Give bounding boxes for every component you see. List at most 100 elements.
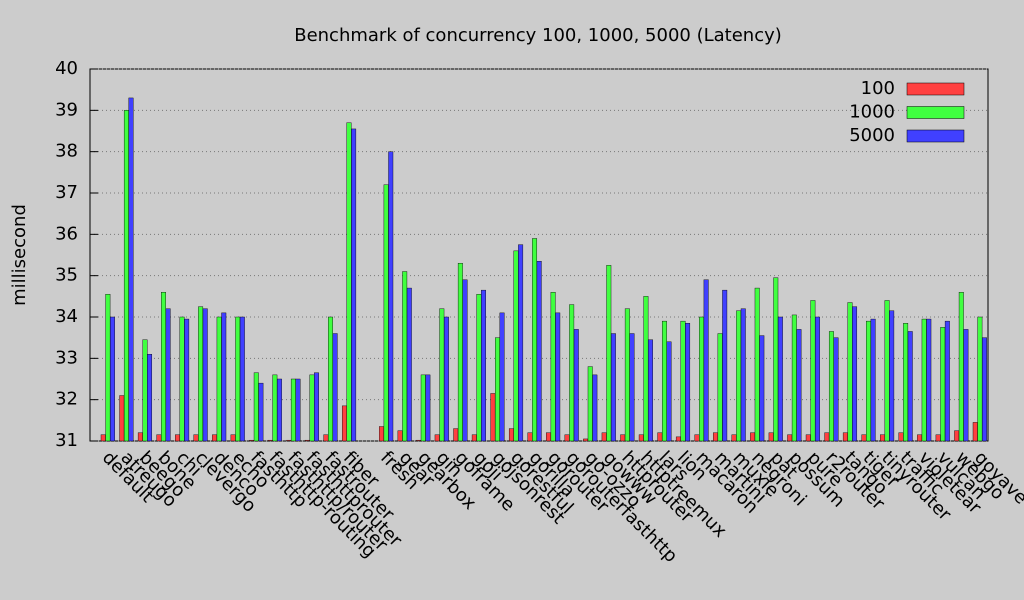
bar <box>810 300 816 442</box>
bar <box>805 434 811 442</box>
bar <box>212 434 218 442</box>
bar <box>555 312 561 442</box>
bar <box>685 323 691 442</box>
bar <box>462 279 468 442</box>
bar <box>420 374 426 442</box>
bar <box>379 426 384 442</box>
bar <box>147 354 153 442</box>
bar <box>323 434 329 442</box>
bar <box>425 374 431 442</box>
bar <box>193 434 199 442</box>
bar <box>573 329 579 442</box>
legend-swatch <box>906 106 965 119</box>
bar <box>508 428 514 442</box>
bar <box>638 434 644 442</box>
bar <box>884 300 890 442</box>
bar <box>161 292 166 442</box>
bar <box>564 434 570 442</box>
bar <box>179 316 185 442</box>
bar <box>471 434 477 442</box>
chart-title: Benchmark of concurrency 100, 1000, 5000… <box>294 25 782 46</box>
bar <box>443 316 449 442</box>
bar <box>184 318 190 442</box>
bar <box>833 337 839 442</box>
bar <box>740 308 746 442</box>
y-axis-label: millisecond <box>9 204 30 306</box>
bar <box>777 316 783 442</box>
bar <box>402 271 408 442</box>
bar <box>527 432 533 442</box>
bar <box>624 308 630 442</box>
bar <box>490 393 496 442</box>
bar <box>328 316 333 442</box>
bar <box>198 306 204 442</box>
bar <box>787 434 793 442</box>
bar <box>550 292 556 442</box>
bar <box>105 294 111 442</box>
bar <box>416 439 422 442</box>
bar <box>304 439 310 442</box>
bar <box>495 337 500 442</box>
y-tick-label: 32 <box>55 389 78 410</box>
bar <box>610 333 616 442</box>
bar <box>958 292 964 442</box>
legend-label: 100 <box>861 78 895 99</box>
bar <box>518 244 524 442</box>
y-tick-label: 34 <box>55 306 78 327</box>
bar <box>731 434 737 442</box>
bar <box>583 438 589 442</box>
bar <box>907 331 913 442</box>
bar <box>722 289 728 442</box>
bar <box>717 333 723 442</box>
bar <box>309 374 315 442</box>
bar <box>759 335 765 442</box>
bar <box>866 320 871 442</box>
bar <box>142 339 148 442</box>
bar <box>852 306 858 442</box>
bar <box>842 432 848 442</box>
bar <box>221 312 227 442</box>
bar <box>620 434 626 442</box>
bar <box>258 382 264 442</box>
bar <box>982 337 987 442</box>
bar <box>847 302 853 442</box>
bar <box>791 314 797 442</box>
bar <box>940 327 946 442</box>
bar <box>536 261 542 442</box>
bar <box>434 434 440 442</box>
bar <box>253 372 259 442</box>
bar <box>249 439 255 442</box>
bar <box>926 318 932 442</box>
bar <box>100 434 106 442</box>
bar <box>587 366 593 442</box>
bar <box>768 432 774 442</box>
bar <box>202 308 208 442</box>
y-tick-label: 40 <box>55 58 78 79</box>
y-tick-label: 35 <box>55 265 78 286</box>
bar <box>137 432 143 442</box>
bar <box>499 312 505 442</box>
bar <box>917 434 923 442</box>
bar <box>972 422 978 442</box>
bar <box>694 434 700 442</box>
bar <box>870 318 876 442</box>
bar <box>606 265 612 442</box>
legend-swatch <box>906 82 965 96</box>
bar <box>388 151 394 442</box>
bar <box>397 430 403 442</box>
bar <box>457 263 463 442</box>
bar <box>796 329 802 442</box>
bar <box>476 294 482 442</box>
bar <box>657 432 663 442</box>
bar <box>267 439 273 442</box>
bar <box>861 434 867 442</box>
bar <box>648 339 653 442</box>
bar <box>944 320 950 442</box>
bar <box>824 432 830 442</box>
bar <box>736 310 742 442</box>
bar <box>314 372 319 442</box>
bar <box>666 341 672 442</box>
bar <box>272 374 278 442</box>
bar <box>963 329 969 442</box>
bar <box>713 432 718 442</box>
